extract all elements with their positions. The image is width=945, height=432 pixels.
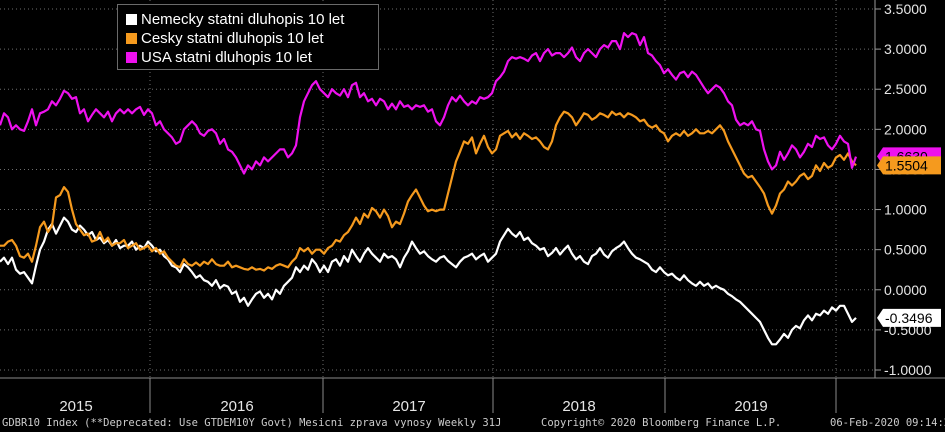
chart-canvas: 3.50003.00002.50002.00001.50001.00000.50… <box>0 0 945 413</box>
legend-item-usa: USA statni dluhopis 10 let <box>126 48 378 67</box>
x-axis: 2015 2016 2017 2018 2019 <box>0 377 945 413</box>
last-value-tag-label: -0.3496 <box>885 310 933 326</box>
last-value-tag-1: 1.5504 <box>877 156 941 175</box>
y-tick-label: -1.0000 <box>884 362 932 378</box>
legend-swatch-usa <box>126 52 137 63</box>
y-tick-label: 0.5000 <box>884 242 927 258</box>
last-value-tag-box <box>877 308 941 327</box>
x-tick-label: 2018 <box>562 398 595 413</box>
legend-swatch-czech <box>126 33 137 44</box>
last-value-tag-0: -0.3496 <box>877 308 941 327</box>
y-tick-label: 2.0000 <box>884 121 927 137</box>
legend-label-german: Nemecky statni dluhopis 10 let <box>141 11 345 28</box>
series-line-1 <box>0 110 857 272</box>
last-value-tag-label: 1.5504 <box>885 157 928 173</box>
y-axis: 3.50003.00002.50002.00001.50001.00000.50… <box>874 0 941 378</box>
y-tick-label: 3.0000 <box>884 41 927 57</box>
last-value-tag-box <box>877 156 941 175</box>
legend-item-czech: Cesky statni dluhopis 10 let <box>126 29 378 48</box>
y-tick-label: 0.0000 <box>884 282 927 298</box>
legend-label-czech: Cesky statni dluhopis 10 let <box>141 30 324 47</box>
x-tick-label: 2016 <box>220 398 253 413</box>
footer-timestamp: 06-Feb-2020 09:14:25 <box>830 417 945 429</box>
x-tick-label: 2017 <box>392 398 425 413</box>
y-tick-label: 1.0000 <box>884 202 927 218</box>
series-line-2 <box>0 32 858 175</box>
legend-label-usa: USA statni dluhopis 10 let <box>141 49 312 66</box>
footer-copyright: Copyright© 2020 Bloomberg Finance L.P. <box>541 417 782 429</box>
x-tick-label: 2015 <box>59 398 92 413</box>
footer-source: GDBR10 Index (**Deprecated: Use GTDEM10Y… <box>2 417 502 429</box>
y-tick-label: 2.5000 <box>884 81 927 97</box>
series-line-0 <box>0 216 857 346</box>
legend-item-german: Nemecky statni dluhopis 10 let <box>126 10 378 29</box>
legend: Nemecky statni dluhopis 10 let Cesky sta… <box>117 4 379 70</box>
y-tick-label: 3.5000 <box>884 1 927 17</box>
x-tick-label: 2019 <box>734 398 767 413</box>
series-layer <box>0 32 858 346</box>
footer: GDBR10 Index (**Deprecated: Use GTDEM10Y… <box>0 413 945 432</box>
legend-swatch-german <box>126 14 137 25</box>
